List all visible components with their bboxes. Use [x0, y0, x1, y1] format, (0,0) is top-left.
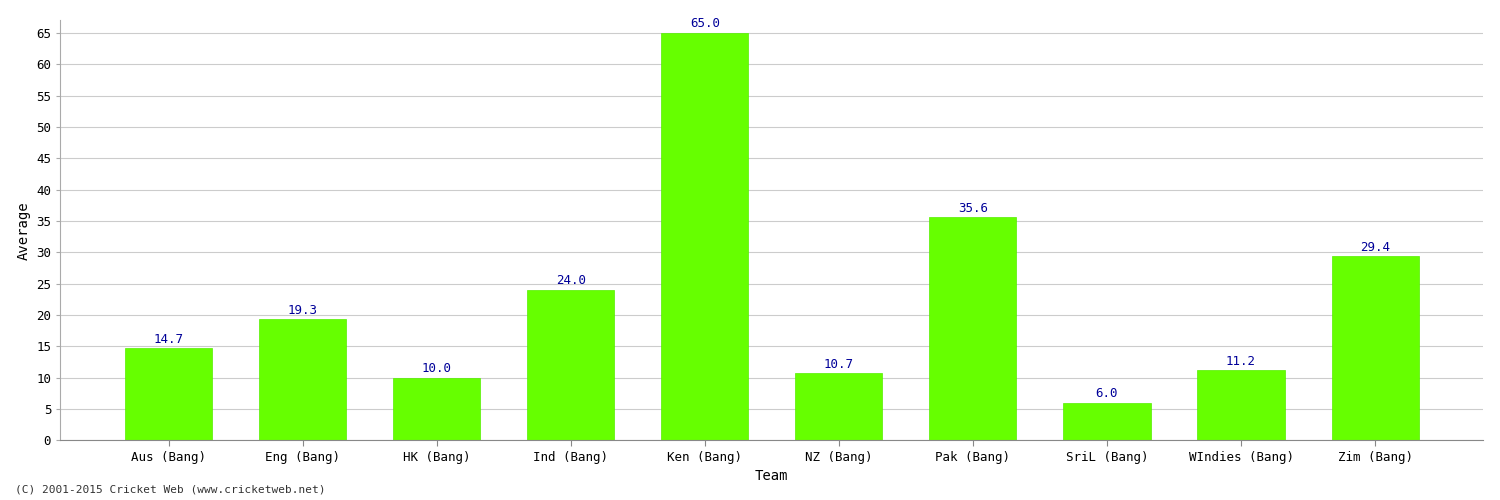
Bar — [393, 378, 480, 440]
X-axis label: Team: Team — [754, 470, 789, 484]
Bar — [124, 348, 211, 440]
Y-axis label: Average: Average — [16, 201, 30, 260]
Text: 65.0: 65.0 — [690, 18, 720, 30]
Text: 14.7: 14.7 — [153, 332, 183, 345]
Bar — [1197, 370, 1284, 440]
Text: (C) 2001-2015 Cricket Web (www.cricketweb.net): (C) 2001-2015 Cricket Web (www.cricketwe… — [15, 485, 326, 495]
Bar — [930, 218, 1017, 440]
Bar — [662, 33, 748, 440]
Text: 10.0: 10.0 — [422, 362, 452, 375]
Text: 19.3: 19.3 — [288, 304, 318, 317]
Text: 29.4: 29.4 — [1360, 240, 1390, 254]
Text: 10.7: 10.7 — [824, 358, 854, 371]
Text: 24.0: 24.0 — [555, 274, 585, 287]
Text: 6.0: 6.0 — [1095, 388, 1118, 400]
Text: 11.2: 11.2 — [1226, 354, 1256, 368]
Text: 35.6: 35.6 — [958, 202, 988, 214]
Bar — [260, 320, 347, 440]
Bar — [795, 374, 882, 440]
Bar — [1064, 403, 1150, 440]
Bar — [526, 290, 615, 440]
Bar — [1332, 256, 1419, 440]
